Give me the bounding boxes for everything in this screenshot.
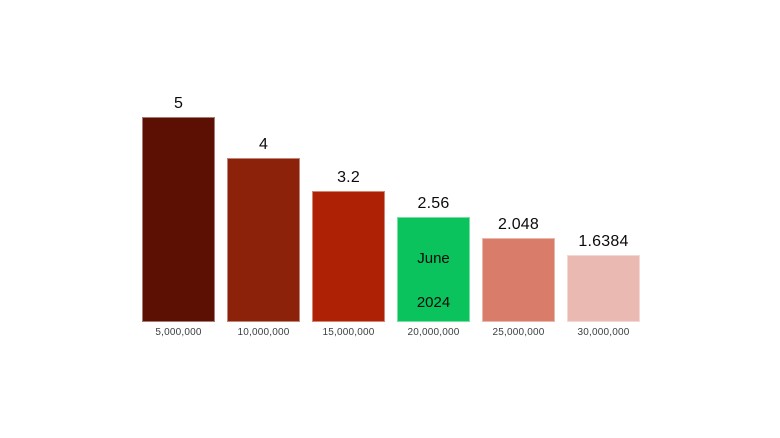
annotation-line1: June <box>417 249 450 267</box>
category-label: 30,000,000 <box>577 327 630 338</box>
category-label: 5,000,000 <box>155 327 202 338</box>
bar-value-label: 1.6384 <box>578 232 629 250</box>
bar-value-label: 4 <box>258 136 269 153</box>
category-label: 25,000,000 <box>492 327 545 338</box>
bar-highlighted[interactable]: June 2024 <box>397 217 470 322</box>
bar[interactable] <box>227 158 300 322</box>
category-label: 20,000,000 <box>407 327 460 338</box>
annotation-line2: 2024 <box>416 293 451 311</box>
bar-value-label: 2.048 <box>497 216 540 234</box>
bar-group-5000000: 5 5,000,000 <box>142 94 215 339</box>
bar-group-10000000: 4 10,000,000 <box>227 135 300 339</box>
bar-group-25000000: 2.048 25,000,000 <box>482 215 555 339</box>
bar-value-label: 3.2 <box>337 168 360 186</box>
bar-value-label: 5 <box>173 95 184 112</box>
category-label: 15,000,000 <box>322 327 375 338</box>
highlight-annotation: June 2024 <box>417 226 450 314</box>
bar[interactable] <box>567 254 640 322</box>
category-label: 10,000,000 <box>237 327 290 338</box>
bar-value-label: 2.56 <box>417 195 450 213</box>
bar-group-30000000: 1.6384 30,000,000 <box>567 232 640 339</box>
bar[interactable] <box>312 190 385 322</box>
bar[interactable] <box>482 238 555 322</box>
bar[interactable] <box>142 117 215 322</box>
chart-plot-area: 5 5,000,000 4 10,000,000 3.2 15,000,000 … <box>142 94 640 339</box>
bar-group-15000000: 3.2 15,000,000 <box>312 168 385 339</box>
bar-group-20000000: 2.56 June 2024 20,000,000 <box>397 194 470 339</box>
